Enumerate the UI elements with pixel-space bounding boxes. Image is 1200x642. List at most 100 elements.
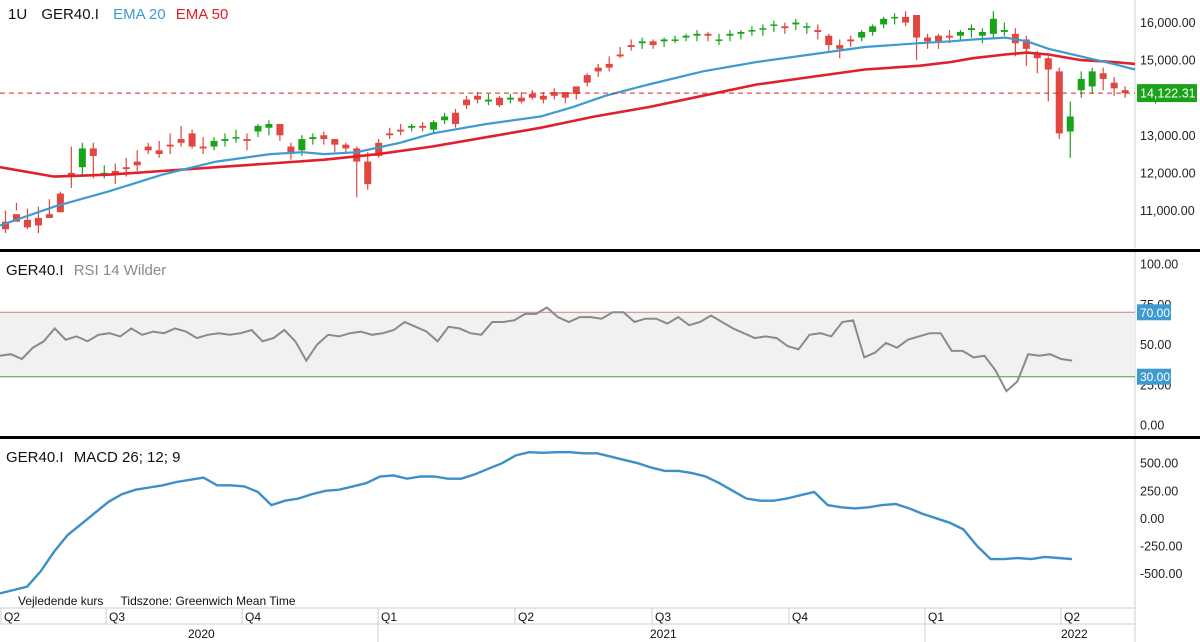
candle-body — [550, 92, 558, 96]
candle-body — [770, 24, 778, 26]
candle-body — [342, 144, 350, 149]
candle-body — [726, 33, 734, 36]
candle-body — [23, 219, 31, 228]
candle-body — [1110, 82, 1118, 89]
candle-body — [978, 31, 986, 36]
candle-body — [331, 139, 339, 145]
candle-body — [1099, 73, 1107, 79]
candle-body — [989, 18, 997, 34]
candle-body — [572, 86, 580, 94]
candle-body — [539, 95, 547, 100]
candle-body — [12, 214, 20, 222]
panel-separator — [0, 436, 1200, 439]
quarter-label: Q2 — [1064, 610, 1080, 624]
candle-body — [956, 31, 964, 36]
quarter-label: Q4 — [245, 610, 261, 624]
candle-body — [188, 133, 196, 147]
symbol-label[interactable]: GER40.I — [41, 6, 99, 23]
candle-body — [891, 16, 899, 19]
timezone-note: Tidszone: Greenwich Mean Time — [120, 594, 296, 608]
candle-body — [89, 148, 97, 156]
candle-body — [649, 41, 657, 46]
candle-body — [430, 122, 438, 130]
candle-body — [594, 67, 602, 72]
candle-body — [748, 30, 756, 32]
candle-body — [353, 148, 361, 162]
candle-body — [858, 31, 866, 38]
candle-body — [737, 31, 745, 34]
macd-axis-tick-label: 250.00 — [1140, 484, 1178, 498]
candle-body — [221, 139, 229, 141]
quarter-label: Q1 — [381, 610, 397, 624]
candle-body — [265, 124, 273, 128]
candle-body — [528, 93, 536, 98]
panel-separator — [0, 249, 1200, 252]
candle-body — [199, 146, 207, 149]
indicative-price-note: Vejledende kurs — [18, 594, 104, 608]
rsi-indicator-label[interactable]: RSI 14 Wilder — [73, 262, 167, 279]
candle-body — [243, 139, 251, 141]
rsi-overbought-badge — [1137, 304, 1171, 321]
rsi-axis-tick-label: 0.00 — [1140, 419, 1164, 433]
candle-body — [561, 92, 569, 98]
candle-body — [419, 125, 427, 128]
timeframe-label[interactable]: 1U — [8, 6, 28, 23]
candle-body — [506, 97, 514, 100]
candle-body — [924, 37, 932, 42]
macd-panel[interactable]: 500.00 250.00 0.00 -250.00 -500.00 — [0, 439, 1182, 642]
candle-body — [605, 63, 613, 68]
candle-body — [880, 18, 888, 25]
candle-body — [386, 133, 394, 136]
rsi-oversold-label: 30.00 — [1140, 370, 1170, 384]
candle-body — [298, 139, 306, 151]
candle-body — [34, 217, 42, 226]
last-price-label: 14,122.31 — [1140, 87, 1196, 101]
candle-body — [781, 26, 789, 29]
price-panel[interactable]: 11,000.0012,000.0013,000.0014,000.0015,0… — [0, 0, 1200, 252]
candle-body — [825, 35, 833, 46]
macd-axis-tick-label: 0.00 — [1140, 512, 1164, 526]
candle-body — [693, 33, 701, 36]
rsi-neutral-zone — [0, 312, 1135, 377]
price-axis-tick-label: 11,000.00 — [1140, 204, 1195, 218]
rsi-overbought-label: 70.00 — [1140, 306, 1170, 320]
candle-body — [967, 28, 975, 31]
candle-body — [166, 144, 174, 147]
macd-indicator-label[interactable]: MACD 26; 12; 9 — [73, 449, 181, 466]
candle-body — [869, 26, 877, 32]
candle-body — [452, 112, 460, 124]
candle-body — [144, 146, 152, 151]
ema50-legend[interactable]: EMA 50 — [175, 6, 229, 23]
candle-body — [1077, 78, 1085, 91]
rsi-axis-tick-label: 100.00 — [1140, 258, 1178, 272]
candle-body — [945, 35, 954, 38]
candle-body — [463, 99, 471, 106]
candle-body — [935, 35, 943, 42]
quarter-label: Q2 — [4, 610, 20, 624]
candle-body — [133, 161, 141, 166]
candle-body — [1, 221, 10, 230]
quarter-label: Q4 — [792, 610, 808, 624]
candle-body — [122, 167, 130, 170]
rsi-symbol-label: GER40.I — [6, 262, 64, 279]
candle-body — [276, 124, 284, 136]
candle-body — [847, 39, 855, 42]
candle-body — [397, 129, 405, 132]
candle-body — [1066, 116, 1074, 132]
candle-body — [1088, 71, 1096, 87]
candle-body — [155, 150, 163, 155]
rsi-panel-header: GER40.I RSI 14 Wilder — [6, 262, 176, 279]
quarter-label: Q3 — [655, 610, 671, 624]
candle-body — [759, 28, 767, 30]
quarter-label: Q1 — [928, 610, 944, 624]
candle-body — [682, 35, 690, 38]
candle-body — [1000, 30, 1008, 32]
macd-panel-header: GER40.I MACD 26; 12; 9 — [6, 449, 190, 466]
candle-body — [210, 140, 218, 147]
rsi-line — [0, 306, 1073, 393]
ema20-legend[interactable]: EMA 20 — [113, 6, 166, 23]
price-axis-tick-label: 16,000.00 — [1140, 16, 1196, 30]
rsi-oversold-badge — [1137, 368, 1171, 385]
